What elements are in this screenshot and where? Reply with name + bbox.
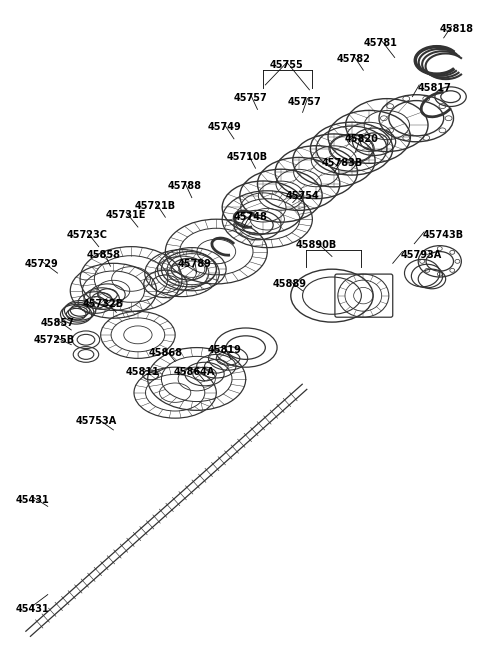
Text: 45858: 45858 [86,250,120,259]
Text: 45431: 45431 [15,605,49,614]
Text: 45868: 45868 [148,348,182,358]
Text: 45757: 45757 [288,97,322,107]
Text: 45731E: 45731E [106,210,146,220]
Text: 45725B: 45725B [34,335,75,345]
Text: 45431: 45431 [15,495,49,504]
Text: 45732B: 45732B [83,299,124,309]
Text: 45811: 45811 [126,367,160,377]
Text: 45820: 45820 [345,134,378,144]
Text: 45818: 45818 [440,24,474,34]
Text: 45782: 45782 [336,54,371,64]
Text: 45889: 45889 [273,279,307,289]
Text: 45864A: 45864A [174,367,216,377]
Text: 45783B: 45783B [321,159,362,168]
Text: 45743B: 45743B [422,230,463,240]
Text: 45749: 45749 [207,122,241,132]
Text: 45710B: 45710B [227,151,268,162]
Text: 45789: 45789 [178,259,212,269]
Text: 45753A: 45753A [76,416,118,426]
Text: 45721B: 45721B [135,200,176,210]
Text: 45857: 45857 [41,318,74,328]
Text: 45729: 45729 [25,259,59,269]
Text: 45723C: 45723C [66,230,108,240]
Text: 45890B: 45890B [296,240,337,250]
Text: 45748: 45748 [234,212,267,222]
Text: 45754: 45754 [286,191,320,201]
Text: 45793A: 45793A [401,250,442,259]
Text: 45755: 45755 [270,60,304,71]
Text: 45757: 45757 [234,93,267,103]
Text: 45781: 45781 [364,38,398,48]
Text: 45788: 45788 [168,181,202,191]
Text: 45817: 45817 [417,83,451,93]
Text: 45819: 45819 [207,345,241,354]
